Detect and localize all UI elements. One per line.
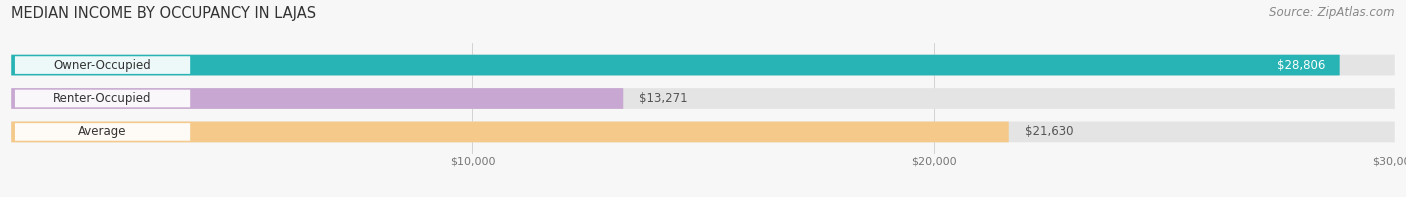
Text: $13,271: $13,271: [640, 92, 688, 105]
FancyBboxPatch shape: [11, 88, 1395, 109]
FancyBboxPatch shape: [15, 123, 190, 141]
Text: Average: Average: [79, 125, 127, 138]
Text: Owner-Occupied: Owner-Occupied: [53, 59, 152, 72]
FancyBboxPatch shape: [11, 55, 1340, 75]
FancyBboxPatch shape: [15, 90, 190, 107]
FancyBboxPatch shape: [11, 122, 1395, 142]
FancyBboxPatch shape: [11, 88, 623, 109]
FancyBboxPatch shape: [11, 55, 1395, 75]
Text: $28,806: $28,806: [1278, 59, 1326, 72]
FancyBboxPatch shape: [15, 56, 190, 74]
Text: Source: ZipAtlas.com: Source: ZipAtlas.com: [1270, 6, 1395, 19]
FancyBboxPatch shape: [11, 122, 1008, 142]
Text: Renter-Occupied: Renter-Occupied: [53, 92, 152, 105]
Text: MEDIAN INCOME BY OCCUPANCY IN LAJAS: MEDIAN INCOME BY OCCUPANCY IN LAJAS: [11, 6, 316, 21]
Text: $21,630: $21,630: [1025, 125, 1073, 138]
